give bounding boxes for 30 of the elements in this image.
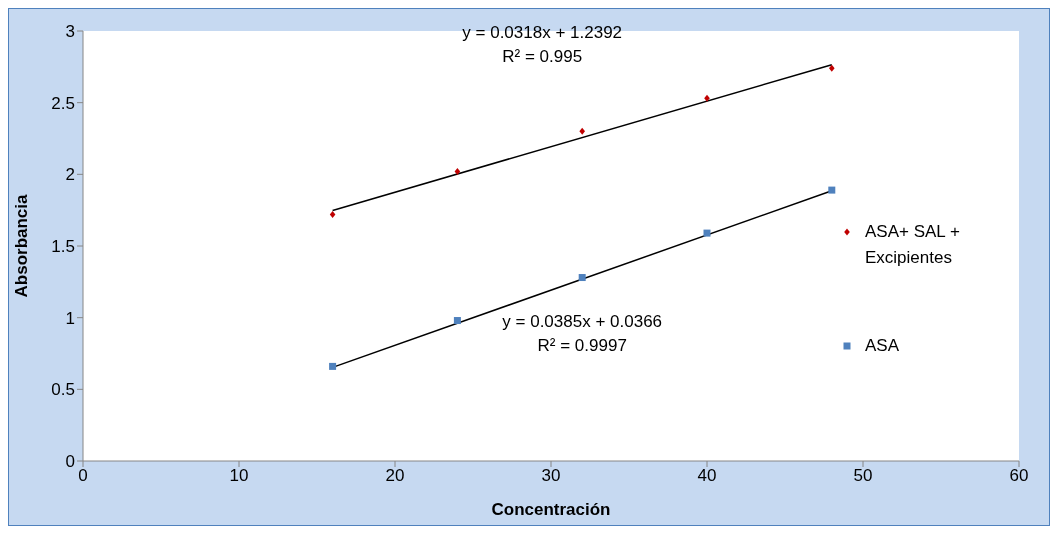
x-tick-label: 40 xyxy=(697,466,717,486)
y-tick-label: 0.5 xyxy=(51,380,75,400)
y-tick-label: 1 xyxy=(65,308,75,328)
y-tick-label: 2.5 xyxy=(51,93,75,113)
y-tick-label: 1.5 xyxy=(51,237,75,257)
annotation: y = 0.0318x + 1.2392 R² = 0.995 xyxy=(462,22,623,66)
x-tick-label: 0 xyxy=(78,466,88,486)
y-tick-label: 0 xyxy=(65,452,75,472)
y-tick-label: 2 xyxy=(65,165,75,185)
legend-label: ASA+ SAL + Excipientes xyxy=(865,221,961,269)
point xyxy=(578,274,586,282)
x-tick-label: 20 xyxy=(385,466,405,486)
point xyxy=(454,167,461,175)
annotation: y = 0.0385x + 0.0366 R² = 0.9997 xyxy=(502,312,663,356)
x-tick-label: 10 xyxy=(229,466,249,486)
point xyxy=(704,94,710,102)
point xyxy=(579,127,585,135)
x-tick-label: 50 xyxy=(853,466,873,486)
y-tick-label: 3 xyxy=(65,22,75,42)
y-axis-title: Absorbancia xyxy=(12,193,32,298)
point xyxy=(453,317,461,325)
point xyxy=(828,186,836,194)
x-tick-label: 60 xyxy=(1009,466,1029,486)
point xyxy=(329,210,336,218)
point xyxy=(829,64,835,72)
point xyxy=(703,229,711,237)
x-tick-label: 30 xyxy=(541,466,561,486)
x-axis-title: Concentración xyxy=(491,500,611,519)
legend-label: ASA xyxy=(865,335,900,357)
point xyxy=(329,362,337,370)
